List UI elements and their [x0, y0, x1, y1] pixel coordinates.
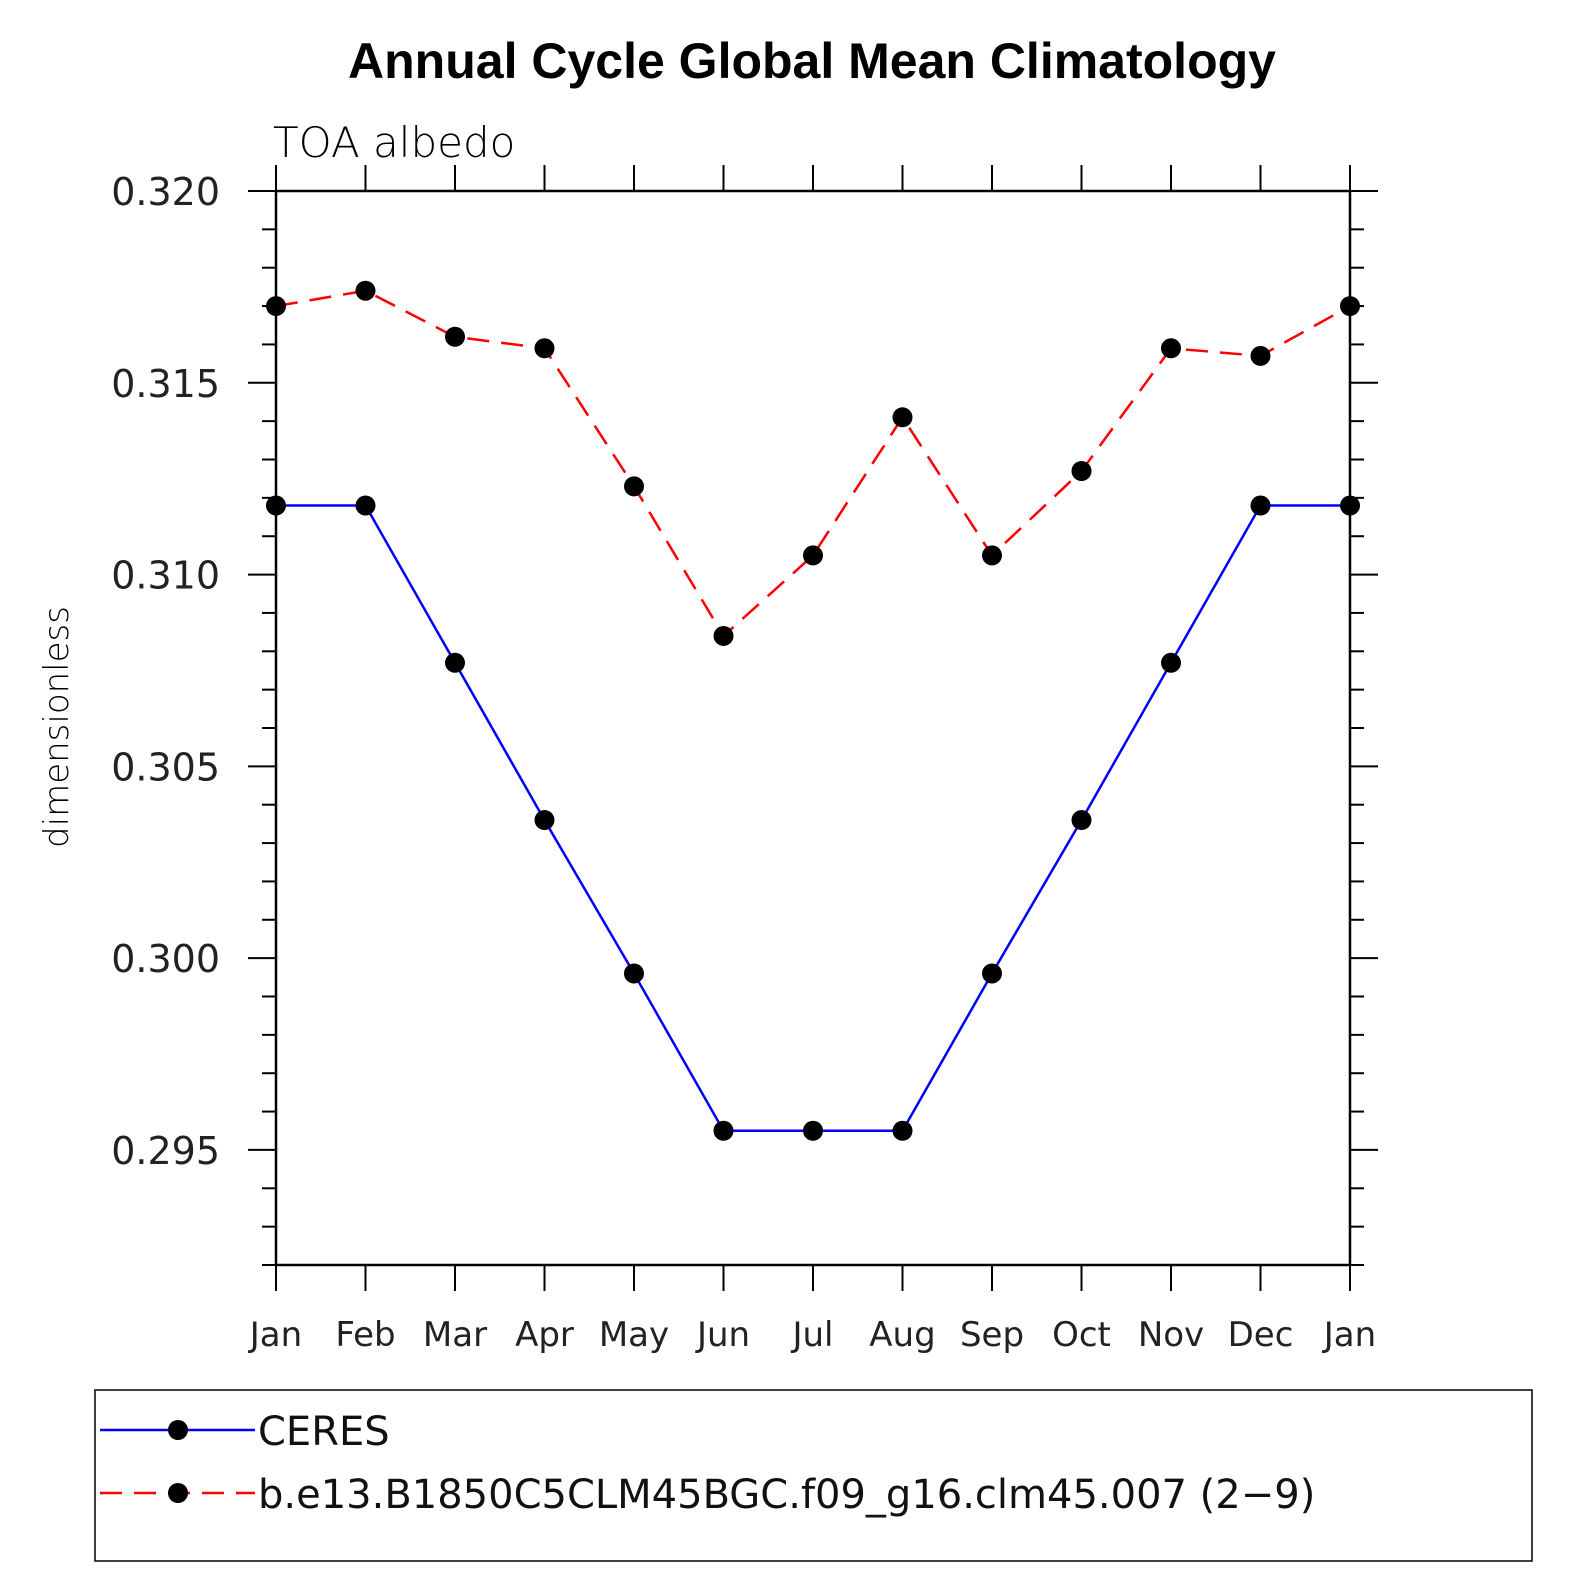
series-0-point: [1250, 495, 1271, 516]
x-tick-label: Dec: [1228, 1315, 1294, 1355]
y-tick-label: 0.305: [111, 745, 220, 789]
series-0-point: [1161, 652, 1181, 673]
series-0-point: [534, 810, 555, 831]
x-tick-label: Feb: [335, 1315, 395, 1355]
series-1-point: [803, 545, 823, 566]
series-1-point: [534, 338, 555, 359]
series-0-point: [892, 1120, 913, 1141]
series-line-1: [275, 289, 1351, 638]
x-tick-label: Jun: [695, 1315, 750, 1355]
y-tick-label: 0.315: [111, 362, 220, 406]
series-0-point: [982, 963, 1002, 984]
legend-box: [94, 1389, 1533, 1562]
series-1-point: [624, 476, 644, 497]
series-lines: [275, 289, 1351, 1133]
legend: CERES b.e13.B1850C5CLM45BGC.f09_g16.clm4…: [94, 1389, 1533, 1562]
series-markers: [266, 280, 1360, 1141]
x-tick-label: Sep: [960, 1315, 1024, 1355]
y-tick-label: 0.295: [111, 1129, 220, 1173]
series-0-point: [624, 963, 644, 984]
x-tick-label: Jan: [1322, 1315, 1376, 1355]
x-tick-label: Nov: [1138, 1315, 1204, 1355]
series-1-point: [355, 280, 376, 301]
x-tick-label: Jan: [248, 1315, 302, 1355]
series-1-point: [1340, 296, 1360, 317]
y-axis-label: dimensionless: [37, 606, 77, 848]
series-line-0: [276, 504, 1350, 1133]
x-tick-label: Oct: [1052, 1315, 1111, 1355]
x-tick-label: Mar: [423, 1315, 487, 1355]
x-tick-labels: Jan Feb Mar Apr May Jun Jul Aug Sep Oct Nov Dec Jan: [248, 1315, 1376, 1355]
plot-frame: [274, 189, 1352, 1267]
x-tick-label: Apr: [515, 1315, 574, 1355]
legend-marker-model: [168, 1483, 188, 1503]
series-1-point: [445, 326, 465, 347]
axis-ticks: [248, 165, 1378, 1291]
y-tick-label: 0.320: [111, 170, 220, 214]
chart-title: Annual Cycle Global Mean Climatology: [348, 33, 1276, 89]
legend-label-ceres: CERES: [258, 1409, 390, 1455]
series-0-point: [1071, 810, 1092, 831]
series-0-point: [803, 1120, 823, 1141]
series-1-point: [1071, 461, 1092, 482]
series-1-point: [713, 625, 734, 646]
y-tick-labels: 0.295 0.300 0.305 0.310 0.315 0.320: [111, 170, 220, 1173]
series-0-point: [266, 495, 286, 516]
series-1-point: [892, 407, 913, 428]
x-tick-label: Jul: [790, 1315, 833, 1355]
y-tick-label: 0.300: [111, 937, 220, 981]
series-1-point: [1161, 338, 1181, 359]
y-tick-label: 0.310: [111, 554, 220, 598]
series-1-point: [266, 296, 286, 317]
series-0-point: [355, 495, 376, 516]
x-tick-label: May: [599, 1315, 669, 1355]
series-0-point: [713, 1120, 734, 1141]
legend-label-model: b.e13.B1850C5CLM45BGC.f09_g16.clm45.007 …: [258, 1472, 1315, 1518]
legend-marker-ceres: [168, 1420, 188, 1440]
series-1-point: [1250, 345, 1271, 366]
chart-subtitle: TOA albedo: [273, 118, 515, 167]
series-1-point: [982, 545, 1002, 566]
series-0-point: [1340, 495, 1360, 516]
series-0-point: [445, 652, 465, 673]
x-tick-label: Aug: [869, 1315, 935, 1355]
